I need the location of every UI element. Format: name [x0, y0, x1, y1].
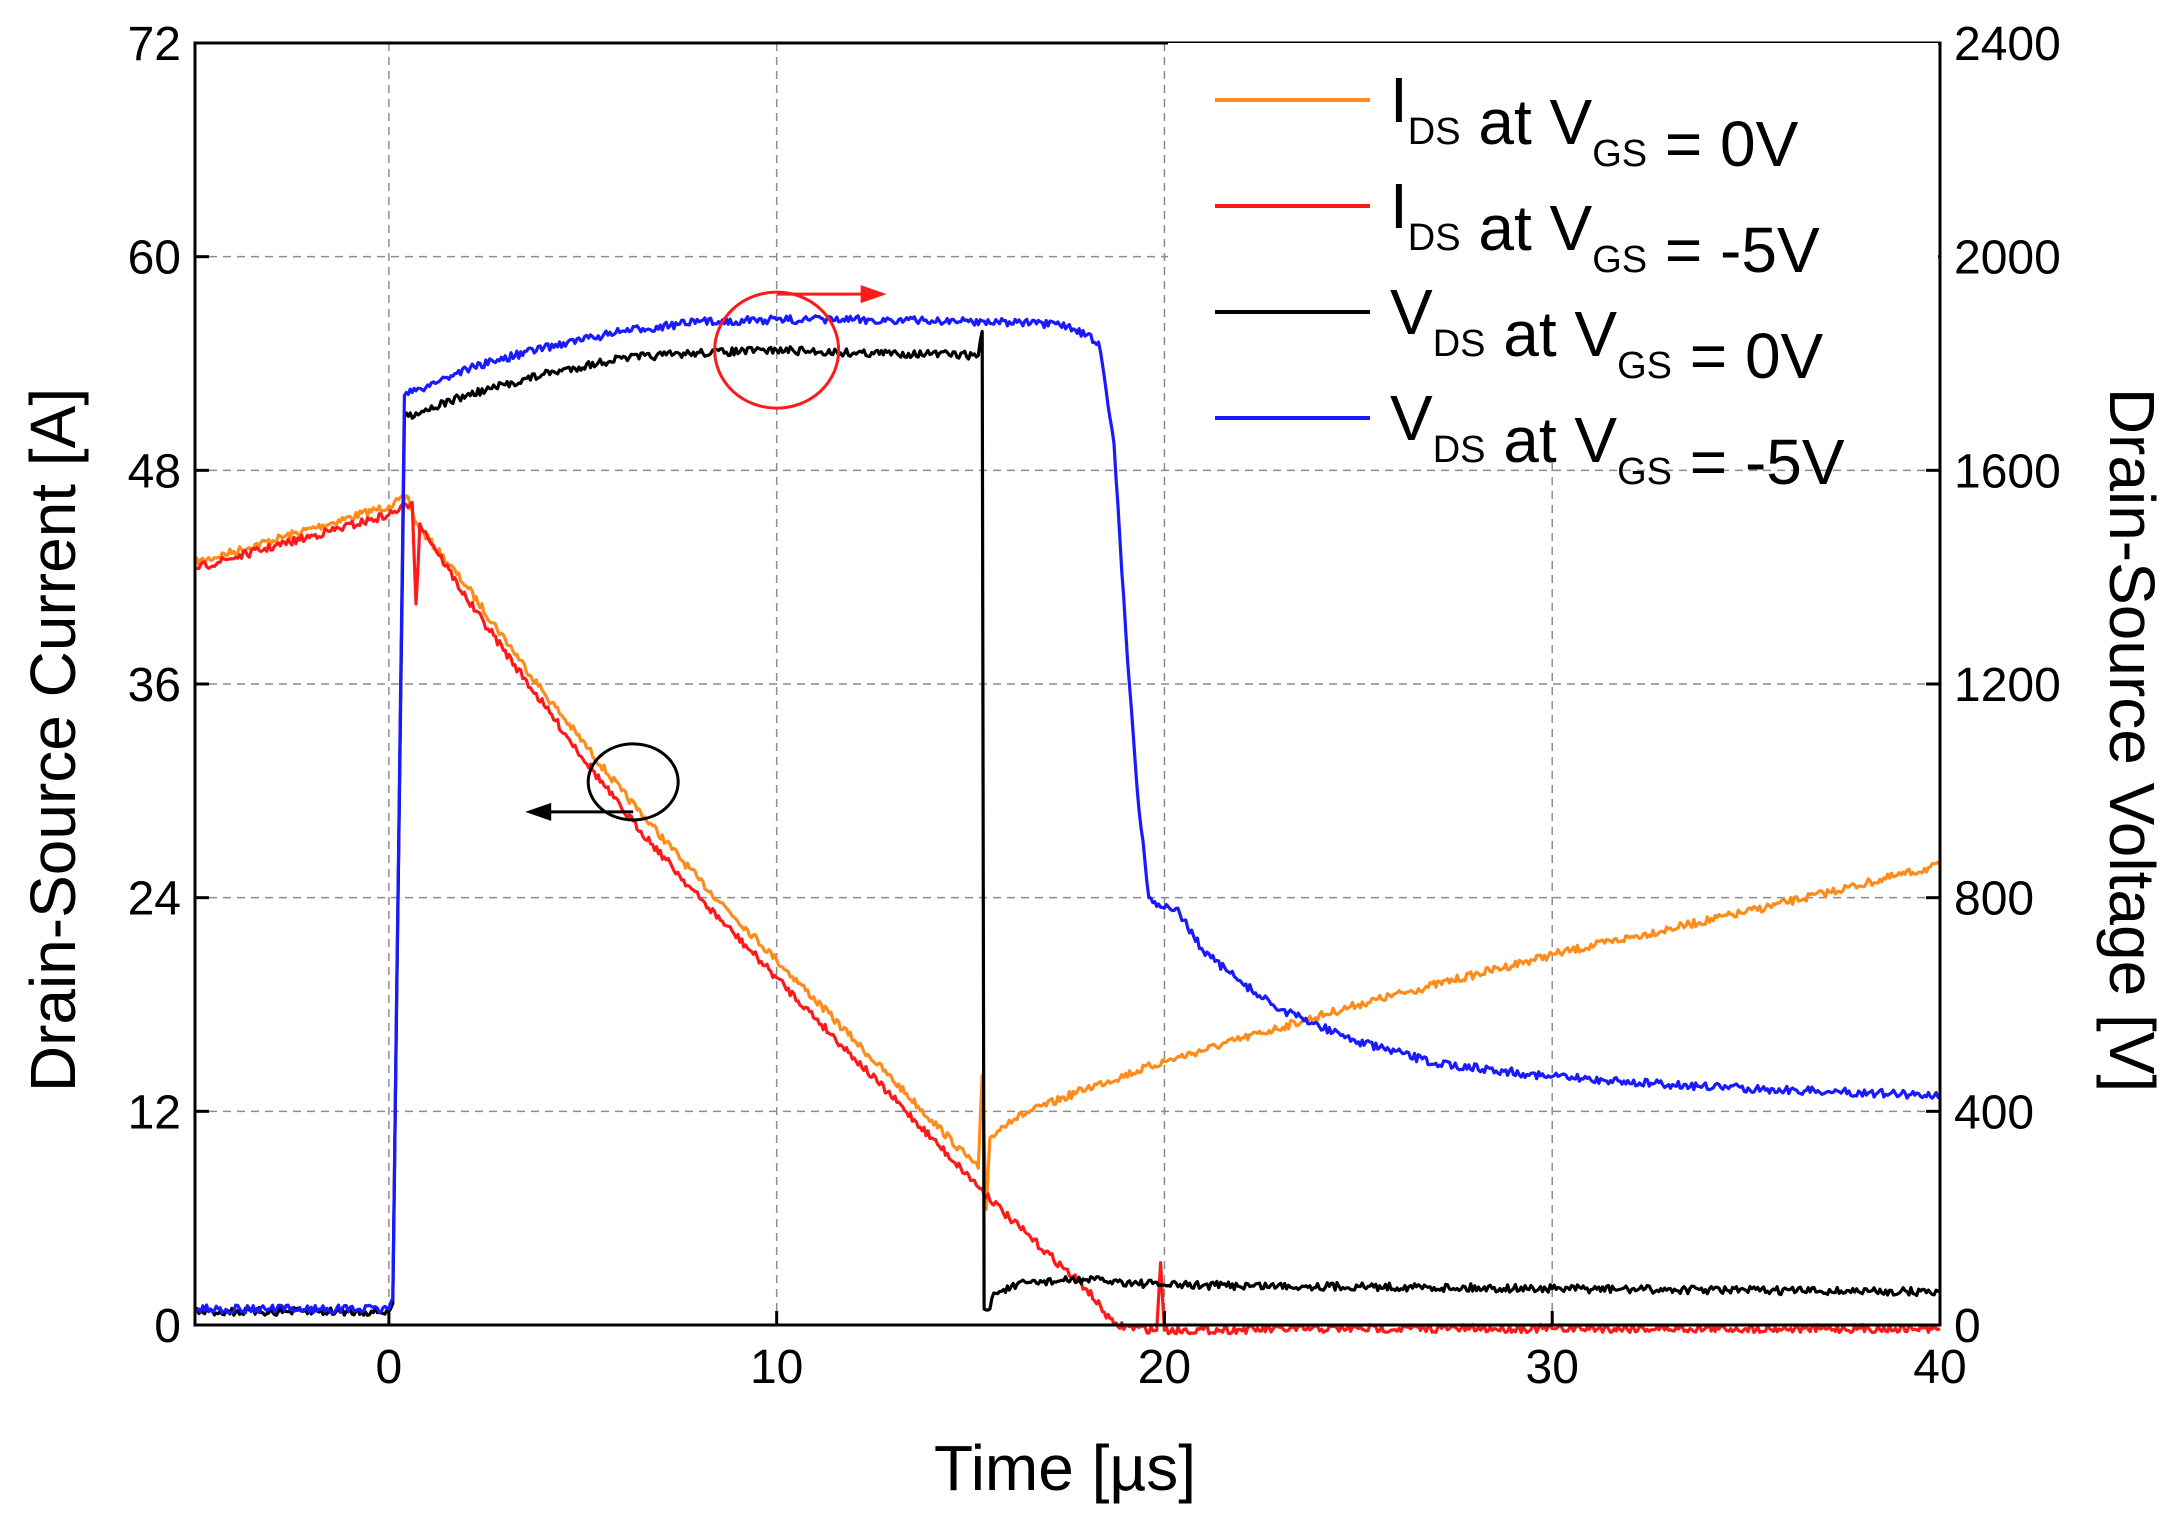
y-tick-label: 12	[128, 1086, 181, 1139]
y-tick-label: 24	[128, 873, 181, 926]
legend-label-0: IDS at VGS = 0V	[1390, 64, 1799, 180]
ticks: 0 10 20 30 400122436486072040080012001600200…	[128, 18, 2061, 1394]
legend-label-2: VDS at VGS = 0V	[1390, 276, 1824, 392]
legend-box	[1168, 43, 1938, 463]
y2-tick-label: 1200	[1954, 659, 2061, 712]
y2-tick-label: 800	[1954, 873, 2034, 926]
annotations	[525, 285, 887, 822]
y-tick-label: 72	[128, 18, 181, 71]
annotation-ellipse-1	[586, 742, 680, 822]
y-tick-label: 60	[128, 232, 181, 285]
y2-tick-label: 0	[1954, 1300, 1981, 1353]
y2-tick-label: 400	[1954, 1086, 2034, 1139]
series-line-1	[195, 500, 1941, 1336]
legend-label-1: IDS at VGS = -5V	[1390, 170, 1820, 286]
series-lines	[193, 314, 1942, 1336]
y-tick-label: 36	[128, 659, 181, 712]
annotation-arrowhead-0	[860, 285, 887, 304]
y2-tick-label: 2400	[1954, 18, 2061, 71]
y2-axis-label: Drain-Source Voltage [V]	[2096, 388, 2168, 1092]
annotation-ellipse-0	[713, 290, 841, 410]
x-axis-label: Time [µs]	[934, 1432, 1196, 1504]
x-tick-label: 20	[1138, 1341, 1191, 1394]
legend-label-3: VDS at VGS = -5V	[1390, 382, 1845, 498]
x-tick-label: 0	[376, 1341, 403, 1394]
y-axis-label: Drain-Source Current [A]	[17, 388, 89, 1092]
series-line-2	[193, 329, 1941, 1317]
y2-tick-label: 1600	[1954, 445, 2061, 498]
y2-tick-label: 2000	[1954, 232, 2061, 285]
x-tick-label: 40	[1913, 1341, 1966, 1394]
y-tick-label: 48	[128, 445, 181, 498]
series-line-0	[193, 494, 1942, 1211]
x-tick-label: 30	[1526, 1341, 1579, 1394]
y-tick-label: 0	[154, 1300, 181, 1353]
series-line-3	[194, 314, 1942, 1315]
x-tick-label: 10	[750, 1341, 803, 1394]
annotation-arrowhead-1	[525, 802, 552, 821]
